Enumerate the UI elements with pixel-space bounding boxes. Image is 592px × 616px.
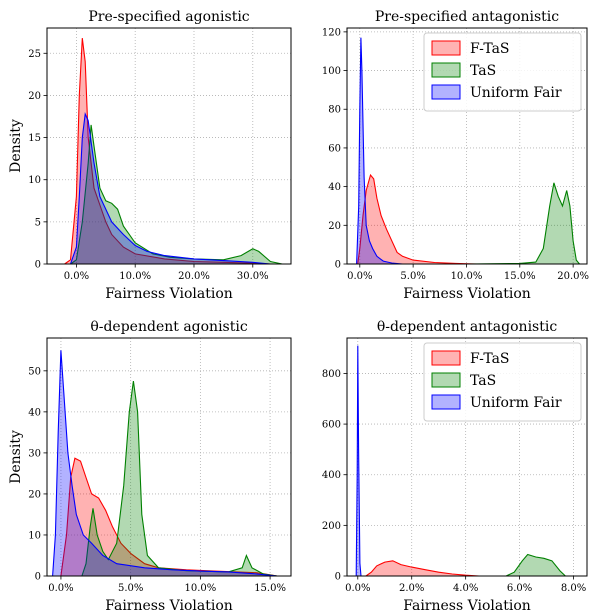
- legend-swatch: [431, 372, 461, 388]
- x-tick-label: 15.0%: [504, 271, 536, 282]
- axes-frame: [346, 337, 588, 577]
- legend-box: [423, 342, 582, 422]
- series-area-tas: [466, 182, 580, 264]
- series-line-uniform-fair: [356, 37, 403, 265]
- y-tick-label: 20: [28, 91, 41, 102]
- y-tick-label: 50: [28, 366, 41, 377]
- panel-4: 0.0% 2.0% 4.0% 6.0% 8.0% 0 200 400 600 800 θ-depen…: [322, 319, 588, 614]
- y-tick-label: 5: [35, 217, 41, 228]
- panel-1: 0.0% 10.0% 20.0% 30.0% 0 5 10 15 20 25 Pre-specifi…: [8, 9, 292, 302]
- series-area-tas: [81, 381, 278, 576]
- x-tick-label: 4.0%: [453, 583, 478, 594]
- panel-title: θ-dependent agonistic: [90, 319, 248, 335]
- x-tick-label: 30.0%: [237, 271, 269, 282]
- y-tick-label: 10: [28, 530, 41, 541]
- legend-label: F-TaS: [470, 351, 510, 367]
- y-tick-label: 10: [28, 175, 41, 186]
- x-tick-label: 10.0%: [119, 271, 151, 282]
- x-axis-label: Fairness Violation: [403, 598, 531, 614]
- series-line-f-tas: [64, 38, 271, 265]
- panel-3: 0.0% 5.0% 10.0% 15.0% 0 10 20 30 40 50 θ-dependent…: [8, 319, 292, 614]
- x-tick-label: 10.0%: [184, 583, 216, 594]
- y-axis-label: Density: [8, 119, 24, 173]
- x-axis-label: Fairness Violation: [403, 286, 531, 302]
- series-line-f-tas: [365, 560, 480, 577]
- y-axis-label: Density: [8, 430, 24, 484]
- x-tick-label: 8.0%: [561, 583, 586, 594]
- y-tick-label: 60: [328, 143, 341, 154]
- legend-box: [423, 32, 582, 112]
- y-tick-label: 80: [328, 105, 341, 116]
- axes-frame: [46, 337, 292, 577]
- series-area-f-tas: [64, 38, 271, 264]
- y-tick-label: 600: [322, 420, 341, 431]
- x-tick-label: 20.0%: [178, 271, 210, 282]
- x-tick-label: 0.0%: [48, 583, 73, 594]
- axes-frame: [346, 27, 588, 265]
- legend-label: TaS: [470, 63, 496, 79]
- legend-label: Uniform Fair: [470, 395, 562, 411]
- y-tick-label: 400: [322, 470, 341, 481]
- legend-swatch: [431, 350, 461, 366]
- x-tick-label: 0.0%: [64, 271, 89, 282]
- panel-2: 0.0% 5.0% 10.0% 15.0% 20.0% 0 20 40 60 80 100 120 Pr…: [322, 9, 589, 302]
- legend-label: F-TaS: [470, 41, 510, 57]
- panel-title: θ-dependent antagonistic: [377, 319, 558, 335]
- series-area-f-tas: [365, 560, 480, 576]
- series-area-f-tas: [357, 175, 478, 264]
- x-tick-label: 2.0%: [399, 583, 424, 594]
- y-tick-label: 120: [322, 27, 341, 38]
- y-tick-label: 20: [328, 221, 341, 232]
- series-line-tas: [81, 381, 278, 577]
- series-line-tas: [466, 182, 580, 265]
- series-line-uniform-fair: [69, 111, 271, 265]
- x-tick-label: 5.0%: [400, 271, 425, 282]
- y-tick-label: 0: [335, 260, 341, 271]
- x-axis-label: Fairness Violation: [105, 286, 233, 302]
- series-line-tas: [505, 553, 566, 577]
- x-tick-label: 5.0%: [118, 583, 143, 594]
- y-tick-label: 30: [28, 448, 41, 459]
- x-tick-label: 6.0%: [507, 583, 532, 594]
- x-tick-label: 15.0%: [254, 583, 286, 594]
- legend-swatch: [431, 62, 461, 78]
- panel-title: Pre-specified antagonistic: [375, 9, 559, 25]
- legend-label: Uniform Fair: [470, 85, 562, 101]
- y-tick-label: 25: [28, 49, 41, 60]
- legend-swatch: [431, 84, 461, 100]
- series-line-uniform-fair: [52, 350, 278, 577]
- series-line-f-tas: [357, 173, 478, 265]
- y-tick-label: 200: [322, 521, 341, 532]
- series-area-tas: [70, 124, 283, 265]
- y-tick-label: 800: [322, 369, 341, 380]
- legend-swatch: [431, 40, 461, 56]
- y-tick-label: 0: [335, 572, 341, 583]
- x-tick-label: 20.0%: [557, 271, 589, 282]
- legend-label: TaS: [470, 373, 496, 389]
- panel-title: Pre-specified agonistic: [88, 9, 249, 25]
- y-tick-label: 100: [322, 66, 341, 77]
- series-line-uniform-fair: [355, 345, 362, 577]
- legend: F-TaS TaS Uniform Fair: [423, 342, 582, 422]
- series-area-uniform-fair: [70, 114, 271, 264]
- series-area-tas: [506, 554, 566, 576]
- y-tick-label: 15: [28, 133, 41, 144]
- legend: F-TaS TaS Uniform Fair: [423, 32, 582, 112]
- axes-frame: [46, 27, 292, 265]
- y-tick-label: 40: [28, 407, 41, 418]
- y-tick-label: 40: [328, 182, 341, 193]
- x-tick-label: 10.0%: [451, 271, 483, 282]
- y-tick-label: 0: [35, 572, 41, 583]
- series-line-tas: [70, 124, 283, 265]
- x-tick-label: 0.0%: [345, 583, 370, 594]
- x-tick-label: 0.0%: [347, 271, 372, 282]
- series-area-uniform-fair: [52, 350, 278, 576]
- y-tick-label: 0: [35, 260, 41, 271]
- y-tick-label: 20: [28, 489, 41, 500]
- legend-swatch: [431, 394, 461, 410]
- x-axis-label: Fairness Violation: [105, 598, 233, 614]
